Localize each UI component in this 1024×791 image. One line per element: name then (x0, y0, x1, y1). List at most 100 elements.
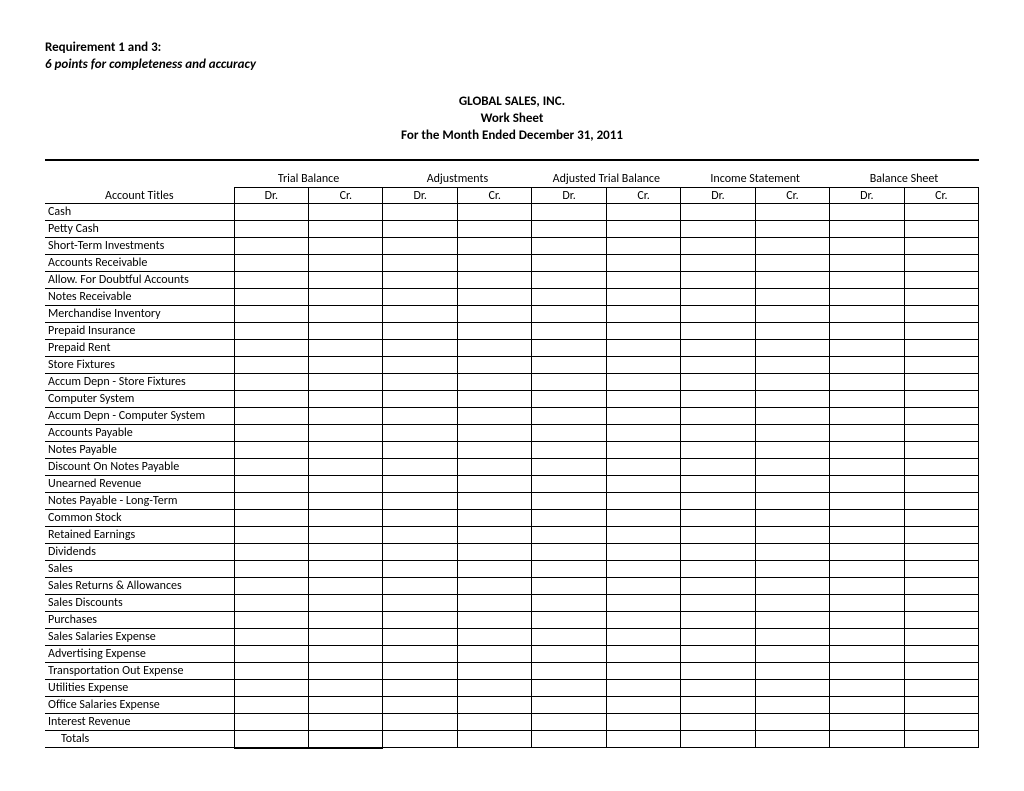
data-cell (309, 391, 383, 408)
data-cell (383, 646, 457, 663)
account-title-cell: Dividends (45, 544, 234, 561)
data-cell (755, 493, 829, 510)
data-cell (383, 255, 457, 272)
table-row: Discount On Notes Payable (45, 459, 979, 476)
data-cell (755, 204, 829, 221)
account-title-cell: Interest Revenue (45, 714, 234, 731)
data-cell (681, 221, 755, 238)
data-cell (755, 357, 829, 374)
data-cell (309, 306, 383, 323)
data-cell (532, 272, 606, 289)
data-cell (904, 663, 978, 680)
data-cell (234, 323, 308, 340)
data-cell (532, 221, 606, 238)
data-cell (234, 204, 308, 221)
data-cell (532, 357, 606, 374)
data-cell (234, 680, 308, 697)
table-row: Accum Depn - Store Fixtures (45, 374, 979, 391)
data-cell (755, 425, 829, 442)
data-cell (606, 391, 680, 408)
data-cell (532, 306, 606, 323)
totals-cell (234, 731, 308, 748)
table-row: Prepaid Insurance (45, 323, 979, 340)
data-cell (383, 697, 457, 714)
data-cell (532, 612, 606, 629)
data-cell (830, 646, 904, 663)
data-cell (904, 221, 978, 238)
account-title-cell: Prepaid Rent (45, 340, 234, 357)
data-cell (681, 646, 755, 663)
data-cell (830, 510, 904, 527)
data-cell (606, 306, 680, 323)
account-title-cell: Retained Earnings (45, 527, 234, 544)
data-cell (309, 527, 383, 544)
data-cell (309, 238, 383, 255)
company-name: GLOBAL SALES, INC. (45, 94, 979, 111)
data-cell (234, 221, 308, 238)
data-cell (755, 680, 829, 697)
data-cell (606, 408, 680, 425)
data-cell (681, 595, 755, 612)
totals-cell (457, 731, 531, 748)
col-adj-cr: Cr. (457, 188, 531, 204)
data-cell (532, 561, 606, 578)
data-cell (457, 289, 531, 306)
data-cell (309, 408, 383, 425)
data-cell (234, 374, 308, 391)
table-row: Short-Term Investments (45, 238, 979, 255)
data-cell (904, 357, 978, 374)
data-cell (755, 629, 829, 646)
data-cell (606, 255, 680, 272)
section-adjusted-trial-balance: Adjusted Trial Balance (532, 172, 681, 188)
data-cell (904, 442, 978, 459)
data-cell (606, 527, 680, 544)
data-cell (532, 459, 606, 476)
table-row: Allow. For Doubtful Accounts (45, 272, 979, 289)
data-cell (234, 527, 308, 544)
data-cell (532, 442, 606, 459)
data-cell (606, 289, 680, 306)
data-cell (457, 510, 531, 527)
section-trial-balance: Trial Balance (234, 172, 383, 188)
data-cell (457, 391, 531, 408)
data-cell (830, 374, 904, 391)
data-cell (904, 391, 978, 408)
data-cell (681, 493, 755, 510)
data-cell (309, 374, 383, 391)
data-cell (383, 272, 457, 289)
data-cell (904, 476, 978, 493)
table-row: Notes Payable - Long-Term (45, 493, 979, 510)
data-cell (383, 578, 457, 595)
data-cell (755, 272, 829, 289)
data-cell (457, 408, 531, 425)
data-cell (681, 697, 755, 714)
data-cell (309, 357, 383, 374)
data-cell (309, 510, 383, 527)
table-row: Interest Revenue (45, 714, 979, 731)
data-cell (309, 612, 383, 629)
data-cell (606, 238, 680, 255)
data-cell (234, 510, 308, 527)
data-cell (234, 425, 308, 442)
data-cell (234, 289, 308, 306)
data-cell (755, 374, 829, 391)
data-cell (383, 391, 457, 408)
data-cell (681, 561, 755, 578)
data-cell (383, 340, 457, 357)
data-cell (383, 221, 457, 238)
data-cell (457, 595, 531, 612)
data-cell (681, 391, 755, 408)
table-row: Cash (45, 204, 979, 221)
section-balance-sheet: Balance Sheet (830, 172, 979, 188)
data-cell (606, 204, 680, 221)
data-cell (755, 612, 829, 629)
table-row: Dividends (45, 544, 979, 561)
account-title-cell: Sales Returns & Allowances (45, 578, 234, 595)
data-cell (755, 323, 829, 340)
account-title-cell: Sales Salaries Expense (45, 629, 234, 646)
account-title-cell: Notes Receivable (45, 289, 234, 306)
data-cell (532, 629, 606, 646)
account-title-cell: Notes Payable - Long-Term (45, 493, 234, 510)
data-cell (606, 510, 680, 527)
account-title-cell: Store Fixtures (45, 357, 234, 374)
